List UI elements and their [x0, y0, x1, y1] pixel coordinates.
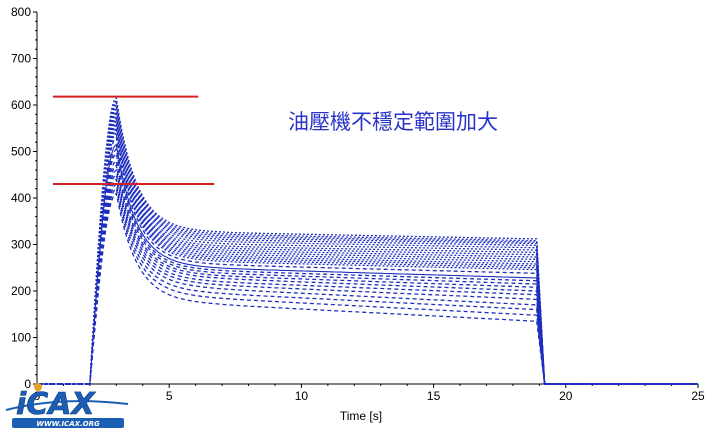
curve-28 — [37, 192, 698, 385]
curve-1 — [37, 96, 698, 385]
curve-21 — [37, 159, 698, 385]
reference-lines — [52, 95, 215, 186]
curve-27 — [37, 187, 698, 385]
y-tick-label: 100 — [11, 331, 31, 345]
curve-20 — [37, 152, 698, 385]
curve-5 — [37, 105, 698, 385]
y-tick-label: 700 — [11, 52, 31, 66]
logo-dot — [34, 383, 42, 391]
curve-2 — [37, 98, 698, 385]
curve-11 — [37, 119, 698, 385]
curve-23 — [37, 168, 698, 385]
curve-17 — [37, 136, 698, 385]
x-tick-label: 15 — [427, 389, 441, 403]
x-tick-label: 10 — [295, 389, 309, 403]
logo-band — [12, 418, 124, 428]
logo-text: iCAX — [16, 387, 97, 422]
curve-16 — [37, 131, 698, 385]
y-tick-label: 500 — [11, 145, 31, 159]
curve-15 — [37, 129, 698, 385]
curve-25 — [37, 178, 698, 385]
curve-12 — [37, 122, 698, 385]
y-axis-ticks: 0 100 200 300 400 500 600 700 800 — [11, 5, 37, 391]
y-tick-label: 800 — [11, 5, 31, 19]
y-tick-label: 300 — [11, 238, 31, 252]
x-tick-label: 5 — [166, 389, 173, 403]
curve-26 — [37, 182, 698, 385]
logo-swoosh — [5, 400, 129, 411]
curve-7 — [37, 110, 698, 385]
x-axis-label: Time [s] — [340, 409, 382, 423]
curve-22 — [37, 164, 698, 385]
x-tick-label: 25 — [691, 389, 705, 403]
curve-14 — [37, 126, 698, 385]
curve-4 — [37, 103, 698, 385]
chart-annotation: 油壓機不穩定範圍加大 — [288, 110, 498, 134]
curve-13 — [37, 124, 698, 385]
y-tick-label: 400 — [11, 191, 31, 205]
y-tick-label: 0 — [24, 377, 31, 391]
curve-24 — [37, 173, 698, 385]
curve-10 — [37, 117, 698, 385]
curve-8 — [37, 112, 698, 385]
x-axis-ticks: 0 5 10 15 20 25 — [34, 384, 705, 403]
curve-group — [37, 96, 698, 385]
curve-3 — [37, 101, 698, 385]
curve-18 — [37, 143, 698, 385]
curve-6 — [37, 108, 698, 385]
curve-19 — [37, 147, 698, 385]
y-tick-label: 200 — [11, 284, 31, 298]
x-tick-label: 0 — [34, 389, 41, 403]
logo-subtext: WWW.ICAX.ORG — [36, 420, 100, 428]
x-tick-label: 20 — [559, 389, 573, 403]
axes — [36, 12, 698, 385]
curve-9 — [37, 115, 698, 385]
y-tick-label: 600 — [11, 98, 31, 112]
